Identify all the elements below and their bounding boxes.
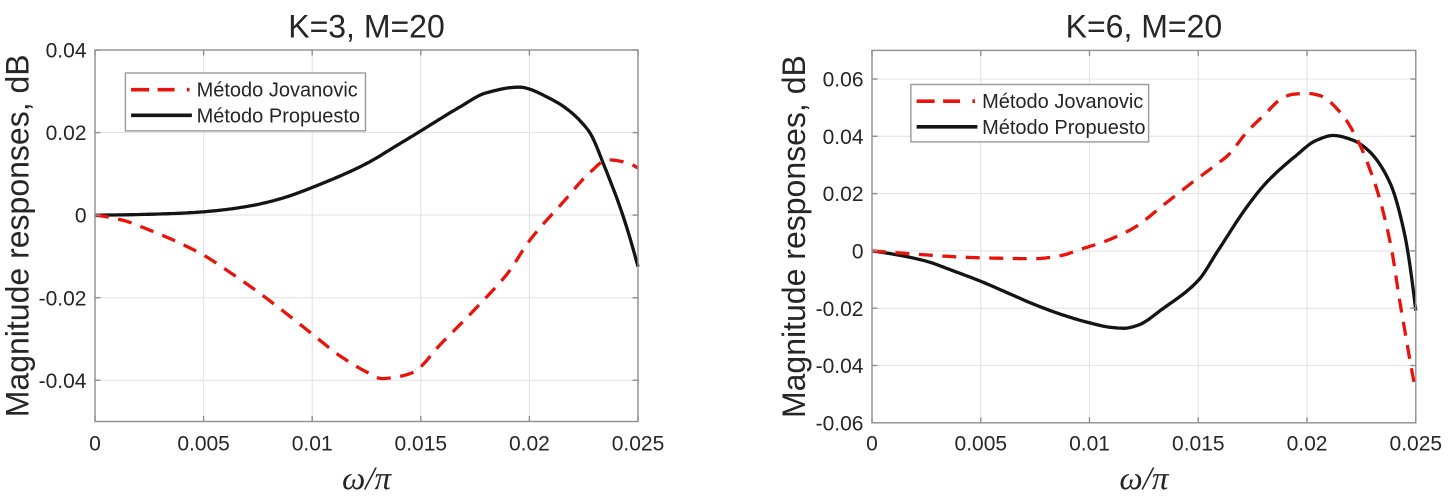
svg-text:0.01: 0.01 [292,433,333,456]
svg-text:0.015: 0.015 [395,433,448,456]
svg-text:0.04: 0.04 [823,126,864,149]
svg-text:-0.02: -0.02 [39,287,87,310]
svg-text:0: 0 [852,241,864,264]
svg-text:ω/π: ω/π [342,461,392,497]
svg-text:0.005: 0.005 [955,433,1008,456]
svg-text:0.025: 0.025 [1390,433,1443,456]
svg-text:Método Propuesto: Método Propuesto [982,117,1145,139]
svg-text:-0.04: -0.04 [39,370,87,393]
svg-text:Método Propuesto: Método Propuesto [197,105,360,127]
svg-text:-0.06: -0.06 [816,412,864,435]
svg-text:0.025: 0.025 [612,433,665,456]
svg-text:0.02: 0.02 [1287,433,1328,456]
svg-text:0.01: 0.01 [1069,433,1110,456]
svg-text:K=3, M=20: K=3, M=20 [288,8,445,44]
svg-text:Método Jovanovic: Método Jovanovic [197,80,358,102]
svg-text:Método Jovanovic: Método Jovanovic [982,91,1143,113]
svg-text:ω/π: ω/π [1119,461,1169,497]
svg-text:Magnitude responses, dB: Magnitude responses, dB [0,54,36,417]
svg-text:-0.02: -0.02 [816,298,864,321]
svg-text:K=6, M=20: K=6, M=20 [1066,8,1223,44]
svg-text:0.02: 0.02 [46,122,87,145]
svg-text:0: 0 [75,205,87,228]
svg-text:0: 0 [866,433,878,456]
svg-text:Magnitude responses, dB: Magnitude responses, dB [776,55,812,418]
svg-text:0.005: 0.005 [177,433,230,456]
svg-text:0.06: 0.06 [823,69,864,92]
svg-text:0.02: 0.02 [509,433,550,456]
svg-text:-0.04: -0.04 [816,355,864,378]
svg-text:0: 0 [89,433,101,456]
svg-text:0.04: 0.04 [46,40,87,63]
svg-text:0.02: 0.02 [823,183,864,206]
svg-text:0.015: 0.015 [1172,433,1225,456]
